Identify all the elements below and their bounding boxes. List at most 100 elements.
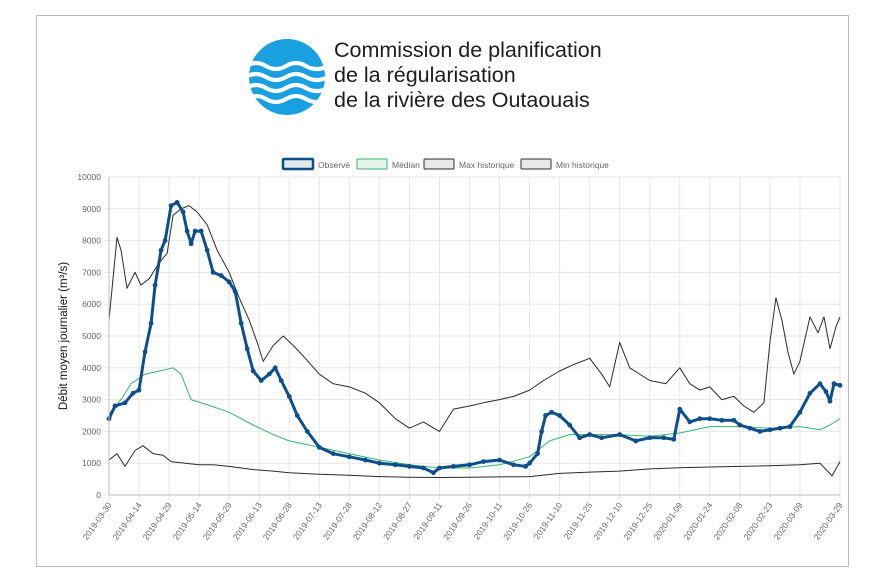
observe-point [122,400,128,406]
legend-swatch [423,158,455,170]
observe-point [677,406,683,412]
observe-point [244,346,250,352]
x-tick-label: 2019-10-26 [501,500,534,542]
observe-point [346,454,352,460]
observe-point [174,200,180,205]
legend: Observé Médian Max historique Min historiqu… [281,157,609,171]
observe-point [823,389,829,395]
x-tick-label: 2019-04-29 [141,500,174,542]
observe-point [527,460,532,466]
observe-point [687,419,693,425]
x-tick-label: 2019-11-25 [562,500,595,541]
observe-point [272,365,278,371]
legend-item: Max historique [423,158,515,170]
x-tick-label: 2019-03-30 [81,500,114,542]
observe-point [587,432,593,437]
chart-card [36,15,849,567]
observe-point [232,289,238,294]
observe-point [837,382,843,388]
x-tick-label: 2019-08-12 [351,500,384,542]
legend-label: Observé [318,160,350,170]
legend-swatch [520,158,552,170]
observe-point [258,378,264,383]
observe-point [148,320,154,326]
x-tick-label: 2019-04-14 [111,500,144,542]
observe-point [407,463,412,469]
observe-point [577,435,583,441]
observe-point [797,409,803,415]
median-line [108,367,841,469]
observe-point [278,378,284,383]
observe-point [210,270,216,275]
observe-point [757,429,763,434]
observe-point [737,422,743,428]
series-min-historique [108,445,841,478]
x-tick-label: 2019-12-25 [621,500,654,542]
observe-point [451,463,456,469]
legend-swatch [281,157,315,171]
observe-point [250,368,256,374]
y-tick-label: 9000 [82,204,101,214]
observe-point [831,381,837,387]
observe-point [467,462,472,468]
y-tick-label: 0 [96,490,101,500]
observe-point [599,435,605,441]
observe-point [162,238,168,244]
observe-point [543,413,548,418]
x-tick-label: 2019-10-11 [471,500,504,541]
observe-point [304,429,310,434]
y-tick-label: 4000 [82,363,101,373]
legend-label: Max historique [459,160,515,170]
series-observe [106,200,843,476]
observe-point [431,470,436,476]
observe-point [511,462,516,468]
observe-point [421,465,426,471]
x-tick-label: 2019-07-28 [321,500,354,542]
observe-point [523,463,528,469]
grid [108,176,841,496]
y-tick-label: 2000 [82,426,101,436]
observe-point [497,457,502,463]
observe-point [192,228,198,234]
observe-point [152,282,158,288]
observe-point [719,417,725,423]
observe-point [198,228,204,234]
x-tick-label: 2019-06-28 [261,500,294,542]
observe-point [707,416,713,422]
x-tick-label: 2020-01-24 [681,500,714,542]
observe-point [376,460,382,466]
observe-line [107,200,841,475]
observe-point [549,409,555,415]
y-tick-label: 8000 [82,236,101,246]
series-median [108,367,841,469]
x-tick-label: 2020-02-23 [741,500,774,542]
observe-point [184,228,190,234]
y-tick-label: 6000 [82,299,101,309]
observe-point [535,451,540,457]
observe-point [188,241,194,247]
x-tick-label: 2019-06-13 [231,500,264,542]
legend-label: Médian [392,160,420,170]
x-tick-label: 2020-02-08 [711,500,744,542]
org-name-line-2: de la régularisation [334,63,516,87]
observe-point [747,425,753,431]
observe-point [238,320,244,326]
observe-point [330,451,336,457]
observe-point [661,435,667,441]
observe-point [777,425,783,431]
y-tick-label: 3000 [82,395,101,405]
x-tick-label: 2019-07-13 [291,500,324,542]
y-tick-label: 10000 [77,172,101,182]
y-tick-label: 5000 [82,331,101,341]
x-tick-label: 2020-03-09 [771,500,804,542]
observe-point [557,413,563,418]
observe-point [294,413,300,418]
observe-point [392,462,398,468]
axes: 0 1000 2000 3000 4000 5000 6000 7000 8000 9000 100… [58,172,845,542]
observe-point [539,429,544,434]
y-axis-title: Débit moyen journalier (m³/s) [58,262,70,410]
observe-point [130,390,136,396]
observe-point [286,394,292,399]
legend-item: Min historique [520,158,609,170]
observe-point [158,247,164,253]
